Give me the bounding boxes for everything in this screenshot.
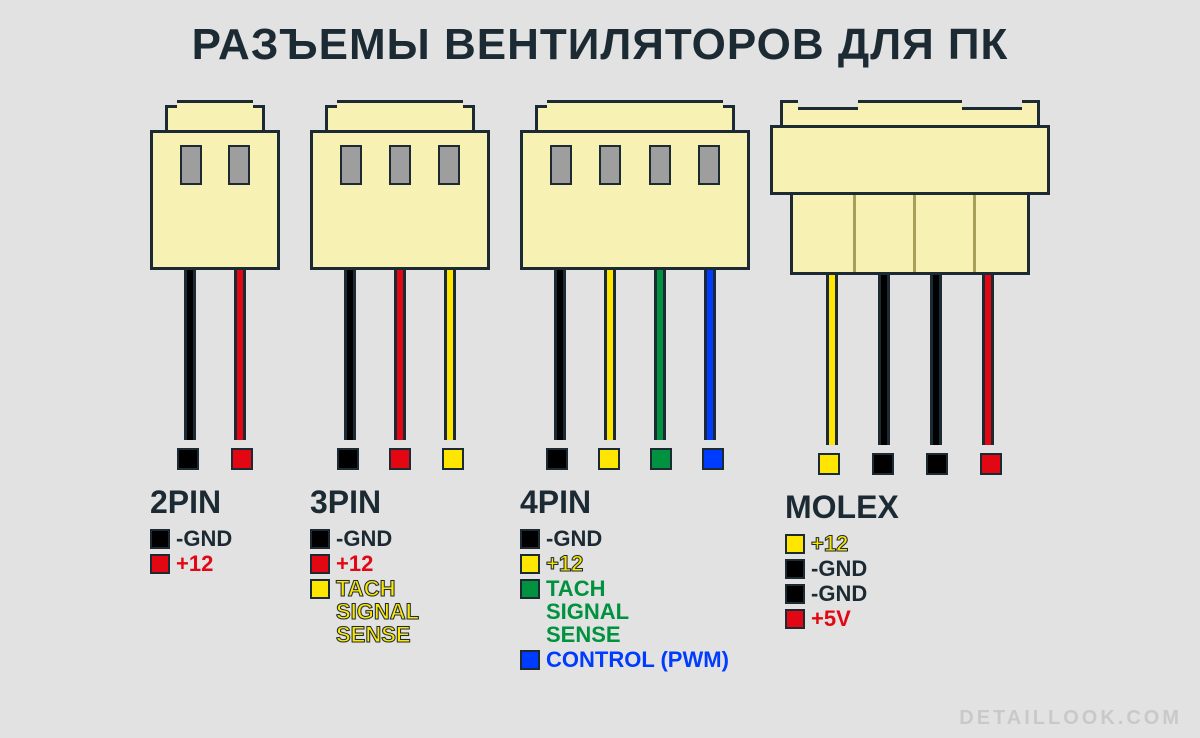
wire	[982, 275, 994, 445]
connector-label-block: 2PIN -GND+12	[150, 484, 280, 577]
connector-label-block: 4PIN -GND+12TACH SIGNAL SENSECONTROL (PWM…	[520, 484, 750, 674]
wire	[930, 275, 942, 445]
connector-molex: MOLEX+12-GND-GND+5V	[780, 100, 1050, 632]
legend-text: -GND	[336, 527, 392, 550]
legend-square	[785, 584, 805, 604]
connectors-row: 2PIN-GND+123PIN-GND+12TACH SIGNAL SENSE4…	[0, 100, 1200, 674]
legend-text: TACH SIGNAL SENSE	[546, 577, 629, 646]
legend-text: TACH SIGNAL SENSE	[336, 577, 419, 646]
wire-stub	[926, 453, 948, 475]
legend-square	[310, 529, 330, 549]
pin-slot	[649, 145, 671, 185]
pin-slot	[180, 145, 202, 185]
legend-square	[785, 609, 805, 629]
legend-line: -GND	[785, 582, 1045, 605]
legend-text: -GND	[546, 527, 602, 550]
wire	[554, 270, 566, 440]
legend-line: -GND	[310, 527, 490, 550]
legend-square	[150, 529, 170, 549]
connector-name: 2PIN	[150, 484, 280, 521]
legend-square	[785, 559, 805, 579]
pin-slot	[340, 145, 362, 185]
wire	[604, 270, 616, 440]
legend-square	[520, 554, 540, 574]
wire-stub	[650, 448, 672, 470]
wire-stub	[177, 448, 199, 470]
legend-line: -GND	[520, 527, 750, 550]
connector-graphic	[310, 100, 490, 470]
wire	[654, 270, 666, 440]
legend-line: TACH SIGNAL SENSE	[310, 577, 490, 646]
legend-text: -GND	[811, 582, 867, 605]
legend-square	[310, 579, 330, 599]
wire-stub	[598, 448, 620, 470]
pin-slot	[438, 145, 460, 185]
legend-line: +12	[520, 552, 750, 575]
wire-stub	[442, 448, 464, 470]
pin-slot	[389, 145, 411, 185]
legend-square	[150, 554, 170, 574]
legend-text: CONTROL (PWM)	[546, 648, 729, 671]
wire-stub	[231, 448, 253, 470]
wire	[394, 270, 406, 440]
pin-slot	[228, 145, 250, 185]
wire-stub	[546, 448, 568, 470]
wire	[344, 270, 356, 440]
wire-stub	[818, 453, 840, 475]
pin-slot	[599, 145, 621, 185]
wire	[826, 275, 838, 445]
connector-graphic	[780, 100, 1050, 475]
connector-3pin: 3PIN -GND+12TACH SIGNAL SENSE	[310, 100, 490, 648]
wire-stub	[872, 453, 894, 475]
wire	[234, 270, 246, 440]
legend-square	[785, 534, 805, 554]
connector-graphic	[150, 100, 280, 470]
legend-square	[520, 650, 540, 670]
legend-text: +5V	[811, 607, 851, 630]
page-title: РАЗЪЕМЫ ВЕНТИЛЯТОРОВ ДЛЯ ПК	[0, 0, 1200, 70]
pin-slot	[550, 145, 572, 185]
wire-stub	[389, 448, 411, 470]
connector-label-block: MOLEX+12-GND-GND+5V	[785, 489, 1045, 632]
connector-4pin: 4PIN -GND+12TACH SIGNAL SENSECONTROL (PWM…	[520, 100, 750, 674]
wire-stub	[980, 453, 1002, 475]
legend-text: +12	[336, 552, 373, 575]
legend-square	[520, 529, 540, 549]
connector-name: 3PIN	[310, 484, 490, 521]
wire	[704, 270, 716, 440]
legend-text: -GND	[811, 557, 867, 580]
connector-graphic	[520, 100, 750, 470]
legend-text: +12	[176, 552, 213, 575]
wire	[444, 270, 456, 440]
connector-name: 4PIN	[520, 484, 750, 521]
wire-stub	[337, 448, 359, 470]
legend-square	[520, 579, 540, 599]
wire	[184, 270, 196, 440]
legend-text: +12	[546, 552, 583, 575]
legend-line: -GND	[150, 527, 280, 550]
wire-stub	[702, 448, 724, 470]
connector-label-block: 3PIN -GND+12TACH SIGNAL SENSE	[310, 484, 490, 648]
legend-line: +12	[785, 532, 1045, 555]
legend-line: CONTROL (PWM)	[520, 648, 750, 671]
legend-line: +12	[310, 552, 490, 575]
legend-line: +5V	[785, 607, 1045, 630]
wire	[878, 275, 890, 445]
legend-text: -GND	[176, 527, 232, 550]
legend-line: TACH SIGNAL SENSE	[520, 577, 750, 646]
legend-text: +12	[811, 532, 848, 555]
legend-line: +12	[150, 552, 280, 575]
connector-name: MOLEX	[785, 489, 1045, 526]
connector-2pin: 2PIN -GND+12	[150, 100, 280, 577]
watermark: DETAILLOOK.COM	[959, 707, 1182, 730]
legend-square	[310, 554, 330, 574]
pin-slot	[698, 145, 720, 185]
legend-line: -GND	[785, 557, 1045, 580]
